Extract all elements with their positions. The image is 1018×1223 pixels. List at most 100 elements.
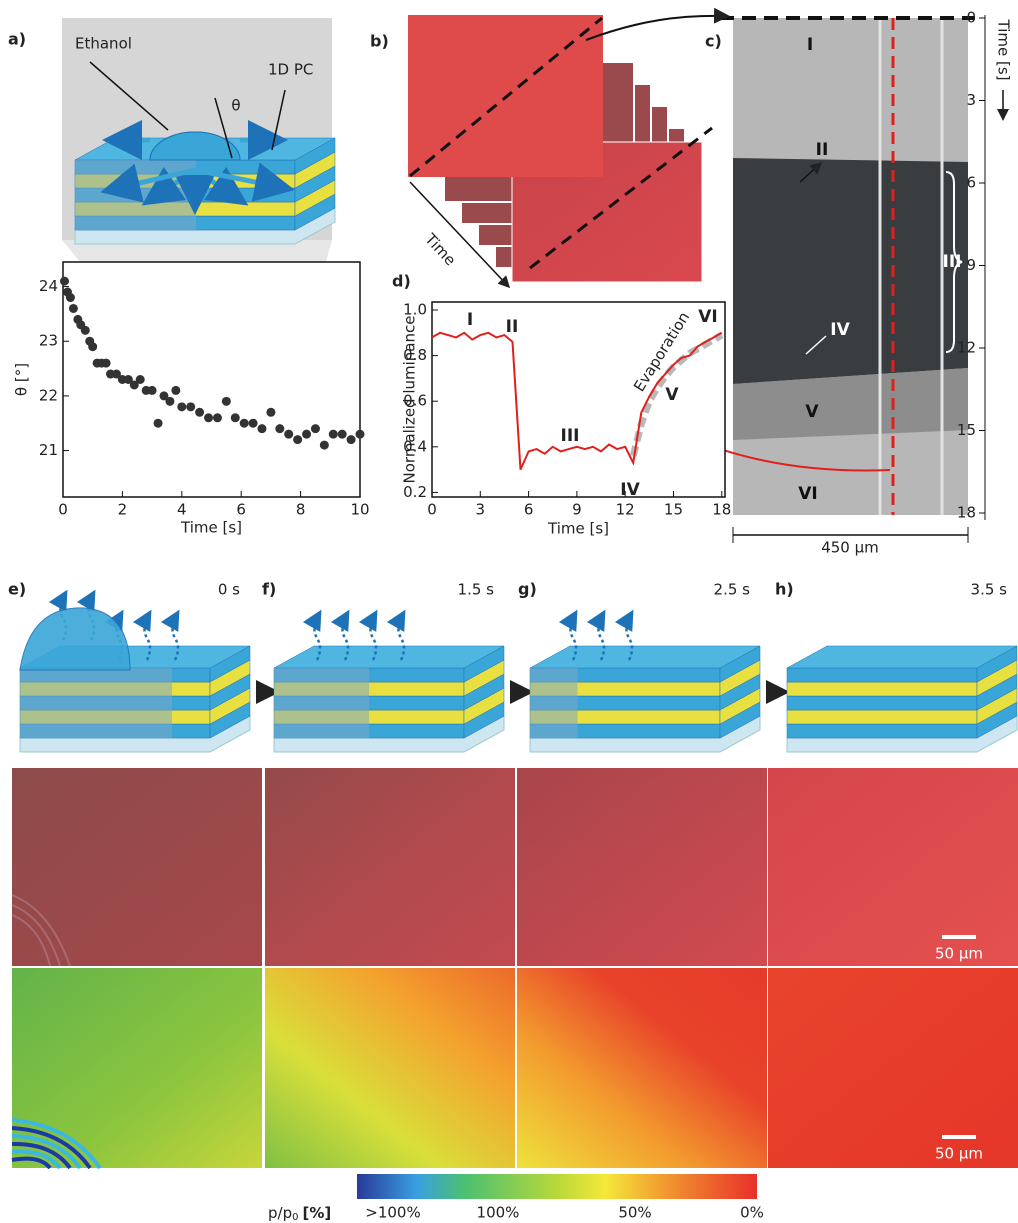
point [88,342,98,352]
vapor-arrow [586,609,606,661]
wet-overlay [274,668,369,738]
point [147,385,157,395]
y-tick-label: 3 [966,91,976,109]
interference-ring [11,1126,92,1170]
y-axis-label: θ [°] [13,363,31,396]
point [135,375,145,384]
x-tick-label: 0 [427,501,437,519]
annotation: I [467,310,473,330]
x-tick-label: 15 [664,501,683,519]
vapor-arrow [132,609,152,661]
interference-ring [11,914,51,967]
time-label: 0 s [218,581,240,599]
colorbar-tick-label: 100% [477,1204,520,1222]
y-tick-label: 9 [966,256,976,274]
diag-line [529,126,713,270]
y-tick-label: 21 [39,441,58,459]
x-tick-label: 9 [572,501,582,519]
annotation: III [561,426,580,446]
x-tick-label: 8 [296,501,306,519]
panel-label: d) [392,272,411,291]
layer [786,667,978,683]
point [328,429,338,439]
content: Timea)b)c)d)e)f)g)h)i)j)k)l)m)n)o)p)0246… [8,9,1018,1223]
label-part: p/p [268,1204,292,1222]
y-tick-label: 18 [957,504,976,522]
region-label: VI [798,484,817,504]
scale-label: 50 µm [935,1145,983,1163]
point [319,440,329,450]
pointer [271,89,286,151]
y-tick-label: 24 [39,277,58,295]
vapor-arrow [302,609,322,661]
point [239,418,249,428]
time-label: 3.5 s [971,581,1008,599]
point [204,413,214,423]
point [177,402,187,412]
micrograph [265,968,515,1168]
x-tick-label: 6 [524,501,534,519]
y-tick-label: 0.6 [403,392,427,410]
panel-label: b) [370,32,389,51]
x-tick-label: 4 [177,501,187,519]
point [257,424,267,434]
y-tick-label: 23 [39,332,58,350]
frame-stack [408,15,713,289]
scale-label: 450 µm [821,539,879,557]
annotation: IV [620,480,640,500]
vapor-arrow [386,609,406,661]
y-tick-label: 0.8 [403,346,427,364]
layer-top [529,645,761,669]
point [68,303,78,313]
point [123,375,133,384]
micrograph [12,768,262,966]
flow-arrow [100,163,196,203]
point [65,293,75,303]
point [101,358,111,368]
time-label: 2.5 s [714,581,751,599]
point [159,391,169,401]
point [195,407,205,417]
pointer [89,61,169,131]
colorbar-label: p/p0 [%] [268,1204,331,1223]
layer [786,681,978,697]
y-tick-label: 0.4 [403,437,427,455]
angle-line [214,97,233,159]
vapor-arrow [358,609,378,661]
point [171,385,181,395]
micrograph [12,968,262,1168]
point [153,418,163,428]
interference-ring [11,1141,72,1170]
x-tick-label: 18 [712,501,731,519]
point [284,429,294,439]
point [80,325,90,335]
micrograph [517,768,767,966]
series-line [431,331,723,471]
point [230,413,240,423]
micrograph [265,768,515,966]
y-tick-label: 0.2 [403,483,427,501]
point [302,429,312,439]
x-tick-label: 10 [350,501,369,519]
x-tick-label: 0 [58,501,68,519]
panel-label: h) [775,580,794,599]
kymo-mid [733,368,968,440]
panel-label: f) [262,580,276,599]
interference-ring [11,894,71,967]
point [275,424,285,434]
annotation: V [665,385,679,405]
pointer [805,335,827,355]
y-tick-label: 12 [957,339,976,357]
y-tick-label: 22 [39,386,58,404]
annotation: 1D PC [268,61,313,79]
panel-label: e) [8,580,26,599]
flow-arrow [194,162,295,202]
point [59,276,69,286]
droplet [19,607,131,671]
region-label: V [805,402,819,422]
time-label: 1.5 s [458,581,495,599]
layer [786,695,978,711]
annotation: II [506,317,519,337]
interference-ring [11,1156,52,1170]
wet-overlay [20,668,172,738]
